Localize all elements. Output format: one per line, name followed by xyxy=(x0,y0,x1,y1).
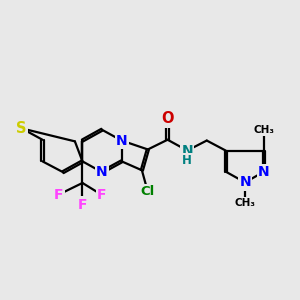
Text: CH₃: CH₃ xyxy=(235,198,256,208)
Text: N: N xyxy=(182,143,193,158)
Text: H: H xyxy=(182,154,192,167)
Text: O: O xyxy=(161,111,174,126)
Text: CH₃: CH₃ xyxy=(254,125,274,135)
Text: N: N xyxy=(239,176,251,189)
Text: N: N xyxy=(258,165,270,178)
Text: F: F xyxy=(97,188,106,202)
Text: S: S xyxy=(16,121,27,136)
Text: F: F xyxy=(54,188,63,202)
Text: Cl: Cl xyxy=(141,185,155,198)
Text: N: N xyxy=(96,165,108,179)
Text: F: F xyxy=(78,198,87,212)
Text: N: N xyxy=(116,134,127,148)
